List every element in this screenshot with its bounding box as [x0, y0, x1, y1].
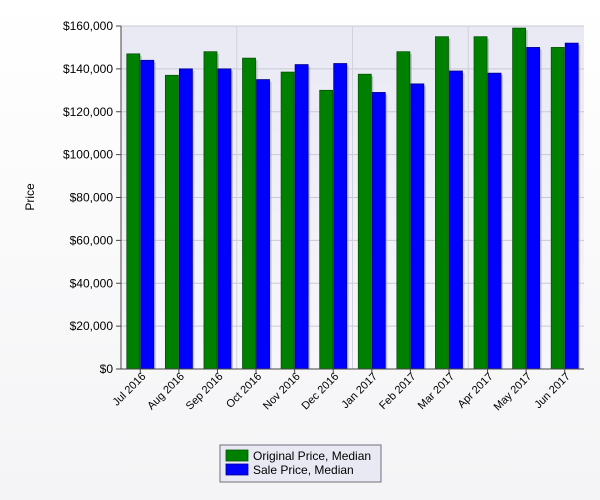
y-tick-label: $160,000 [63, 19, 113, 33]
legend-label-original-price: Original Price, Median [253, 449, 371, 463]
legend-swatch-sale-price [225, 463, 249, 476]
bar-sale-price [294, 64, 309, 370]
x-tick-label: Jan 2017 [339, 371, 379, 411]
bar-sale-price [140, 59, 155, 370]
bar-sale-price [526, 47, 541, 370]
bar-sale-price [449, 70, 463, 370]
y-tick-label: $140,000 [63, 62, 113, 76]
y-axis-title: Price [23, 183, 37, 211]
x-tick-label: Apr 2017 [456, 371, 496, 411]
y-tick-label: $20,000 [70, 319, 114, 333]
x-tick-label: Jun 2017 [532, 371, 572, 411]
bar-original-price [512, 27, 527, 370]
bar-original-price [280, 71, 295, 370]
x-tick-label: Nov 2016 [261, 371, 303, 413]
plot-area: $0 $20,000 $40,000 $60,000 $80,000 $100,000 $1… [63, 19, 584, 413]
bar-sale-price [410, 83, 425, 370]
bar-original-price [126, 53, 141, 370]
bar-original-price [396, 51, 411, 370]
bar-sale-price [333, 63, 348, 370]
bar-original-price [435, 36, 449, 370]
bar-original-price [550, 47, 565, 370]
legend-label-sale-price: Sale Price, Median [253, 463, 354, 477]
bar-original-price [319, 89, 334, 370]
x-tick-label: Dec 2016 [300, 371, 342, 413]
x-tick-label: Jul 2016 [111, 371, 149, 409]
y-tick-label: $40,000 [70, 276, 114, 290]
bar-original-price [357, 73, 372, 370]
bar-sale-price [178, 68, 193, 370]
x-tick-label: Mar 2017 [416, 371, 457, 412]
bar-original-price [473, 36, 488, 370]
x-tick-label: Feb 2017 [377, 371, 418, 412]
x-tick-label: Oct 2016 [224, 371, 264, 411]
bar-sale-price [217, 68, 232, 370]
y-tick-label: $80,000 [70, 191, 114, 205]
y-tick-label: $100,000 [63, 148, 113, 162]
bar-sale-price [564, 42, 579, 370]
x-tick-label: Aug 2016 [145, 371, 187, 413]
y-tick-label: $60,000 [70, 233, 114, 247]
y-tick-label: $0 [100, 362, 114, 376]
bar-sale-price [256, 79, 270, 370]
x-tick-label: May 2017 [492, 371, 535, 414]
bar-sale-price [371, 92, 386, 370]
x-tick-label: Sep 2016 [184, 371, 226, 413]
bar-original-price [242, 57, 256, 370]
legend-swatch-original-price [225, 449, 249, 462]
bar-original-price [203, 51, 218, 370]
bar-original-price [164, 74, 179, 370]
bar-sale-price [487, 72, 502, 370]
y-tick-label: $120,000 [63, 105, 113, 119]
